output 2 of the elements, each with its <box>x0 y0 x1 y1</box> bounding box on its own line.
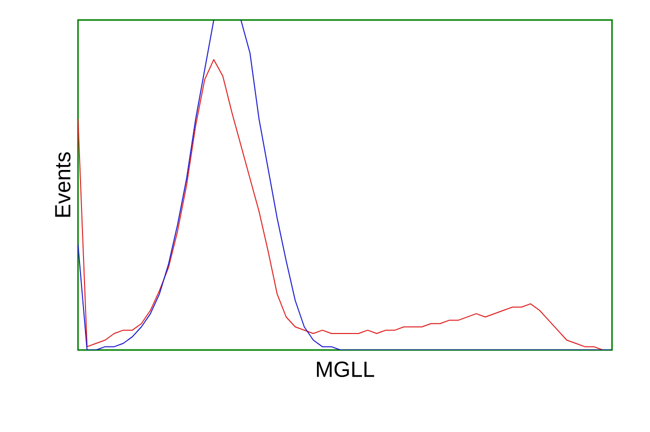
y-axis-title: Events <box>55 152 70 217</box>
x-axis-title: MGLL <box>316 362 374 378</box>
